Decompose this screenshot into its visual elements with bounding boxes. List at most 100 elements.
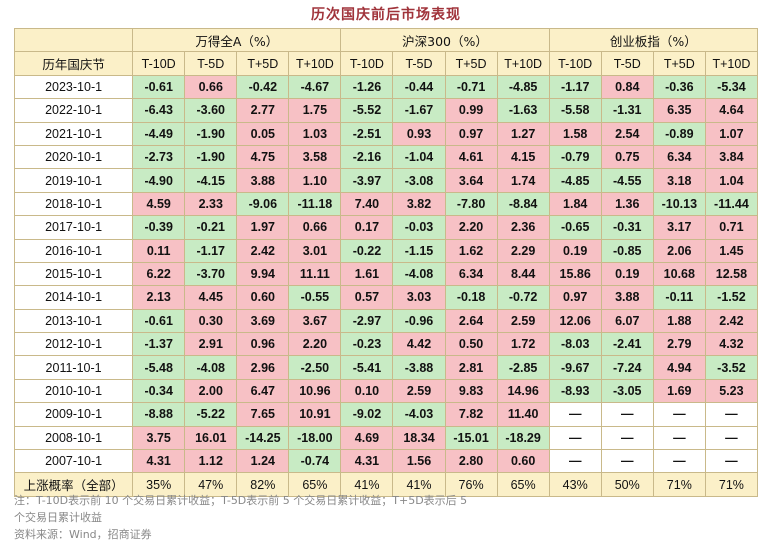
value-cell: -5.41 bbox=[340, 355, 394, 380]
value-cell: 1.36 bbox=[600, 191, 654, 217]
value-cell: -5.22 bbox=[184, 402, 238, 427]
value-cell: 1.62 bbox=[444, 238, 498, 263]
value-cell: 3.01 bbox=[288, 238, 342, 263]
value-cell: 10.91 bbox=[288, 402, 342, 427]
row-date: 2020-10-1 bbox=[13, 144, 134, 170]
value-cell: -5.52 bbox=[340, 98, 394, 123]
note-line-2: 个交易日累计收益 bbox=[14, 511, 102, 524]
value-cell: 0.71 bbox=[704, 215, 759, 240]
value-cell: -1.90 bbox=[184, 121, 238, 146]
row-date: 2018-10-1 bbox=[13, 191, 134, 217]
value-cell: 1.97 bbox=[236, 215, 290, 240]
summary-rate-cell: 76% bbox=[444, 472, 498, 497]
value-cell: 7.65 bbox=[236, 402, 290, 427]
value-cell: 1.72 bbox=[496, 332, 550, 357]
column-header: T+10D bbox=[496, 51, 550, 76]
value-cell: -1.37 bbox=[132, 332, 186, 357]
value-cell: -2.16 bbox=[340, 144, 394, 170]
value-cell: -0.79 bbox=[548, 144, 602, 170]
value-cell: 2.77 bbox=[236, 98, 290, 123]
value-cell: — bbox=[600, 402, 654, 427]
summary-rate-cell: 65% bbox=[496, 472, 550, 497]
column-header: T+5D bbox=[236, 51, 290, 76]
value-cell: 15.86 bbox=[548, 261, 602, 287]
value-cell: -0.21 bbox=[184, 215, 238, 240]
value-cell: -0.31 bbox=[600, 215, 654, 240]
value-cell: 3.84 bbox=[704, 144, 759, 170]
value-cell: -0.96 bbox=[392, 308, 446, 334]
value-cell: 5.23 bbox=[704, 378, 759, 404]
value-cell: -0.71 bbox=[444, 74, 498, 100]
group-header-csi300: 沪深300（%） bbox=[340, 27, 550, 53]
value-cell: -1.67 bbox=[392, 98, 446, 123]
value-cell: -0.11 bbox=[652, 285, 706, 310]
value-cell: -4.90 bbox=[132, 168, 186, 193]
value-cell: 18.34 bbox=[392, 425, 446, 451]
value-cell: -0.74 bbox=[288, 449, 342, 474]
value-cell: 7.82 bbox=[444, 402, 498, 427]
summary-rate-cell: 41% bbox=[392, 472, 446, 497]
value-cell: -6.43 bbox=[132, 98, 186, 123]
value-cell: 12.58 bbox=[704, 261, 759, 287]
performance-table: 万得全A（%） 沪深300（%） 创业板指（%） 历年国庆节 T-10D T-5D… bbox=[13, 27, 759, 497]
value-cell: 6.34 bbox=[652, 144, 706, 170]
row-date: 2017-10-1 bbox=[13, 215, 134, 240]
table-row: 2010-10-1 -0.34 2.00 6.47 10.96 0.10 2.59 9.83 1… bbox=[13, 378, 759, 404]
value-cell: 7.40 bbox=[340, 191, 394, 217]
value-cell: 3.18 bbox=[652, 168, 706, 193]
value-cell: -11.18 bbox=[288, 191, 342, 217]
value-cell: 6.35 bbox=[652, 98, 706, 123]
value-cell: — bbox=[704, 425, 759, 451]
value-cell: -0.34 bbox=[132, 378, 186, 404]
value-cell: -1.17 bbox=[184, 238, 238, 263]
value-cell: -0.39 bbox=[132, 215, 186, 240]
column-header: T+5D bbox=[444, 51, 498, 76]
value-cell: 4.69 bbox=[340, 425, 394, 451]
table-row: 2008-10-1 3.75 16.01 -14.25 -18.00 4.69 18.34-… bbox=[13, 425, 759, 451]
value-cell: 6.47 bbox=[236, 378, 290, 404]
value-cell: 2.00 bbox=[184, 378, 238, 404]
value-cell: — bbox=[704, 449, 759, 474]
value-cell: 0.50 bbox=[444, 332, 498, 357]
column-header-row: 历年国庆节 T-10D T-5D T+5D T+10D T-10D T-5D T+5D T+1… bbox=[13, 51, 759, 76]
column-header: T+10D bbox=[704, 51, 759, 76]
value-cell: 1.56 bbox=[392, 449, 446, 474]
value-cell: -0.55 bbox=[288, 285, 342, 310]
value-cell: -2.97 bbox=[340, 308, 394, 334]
value-cell: 1.27 bbox=[496, 121, 550, 146]
value-cell: 2.13 bbox=[132, 285, 186, 310]
value-cell: -7.24 bbox=[600, 355, 654, 380]
value-cell: 10.68 bbox=[652, 261, 706, 287]
value-cell: 12.06 bbox=[548, 308, 602, 334]
value-cell: -14.25 bbox=[236, 425, 290, 451]
row-date: 2011-10-1 bbox=[13, 355, 134, 380]
value-cell: -8.84 bbox=[496, 191, 550, 217]
value-cell: 0.97 bbox=[444, 121, 498, 146]
value-cell: 0.84 bbox=[600, 74, 654, 100]
value-cell: 4.15 bbox=[496, 144, 550, 170]
value-cell: 0.10 bbox=[340, 378, 394, 404]
value-cell: -9.02 bbox=[340, 402, 394, 427]
column-header: T-5D bbox=[184, 51, 238, 76]
value-cell: 3.67 bbox=[288, 308, 342, 334]
value-cell: -8.88 bbox=[132, 402, 186, 427]
source-note: 资料来源：Wind，招商证券 bbox=[14, 528, 152, 541]
value-cell: -0.61 bbox=[132, 308, 186, 334]
value-cell: 1.10 bbox=[288, 168, 342, 193]
column-header: T-10D bbox=[132, 51, 186, 76]
column-header: T+5D bbox=[652, 51, 706, 76]
value-cell: 4.61 bbox=[444, 144, 498, 170]
value-cell: 0.60 bbox=[496, 449, 550, 474]
value-cell: -2.51 bbox=[340, 121, 394, 146]
value-cell: 2.96 bbox=[236, 355, 290, 380]
value-cell: -4.49 bbox=[132, 121, 186, 146]
value-cell: -3.97 bbox=[340, 168, 394, 193]
summary-rate-cell: 41% bbox=[340, 472, 394, 497]
value-cell: -0.61 bbox=[132, 74, 186, 100]
value-cell: 2.79 bbox=[652, 332, 706, 357]
table-row: 2011-10-1 -5.48 -4.08 2.96 -2.50 -5.41 -3.88 2.… bbox=[13, 355, 759, 380]
note-line-1: 注：T-10D表示前 10 个交易日累计收益；T-5D表示前 5 个交易日累计收… bbox=[14, 494, 468, 507]
value-cell: 4.31 bbox=[132, 449, 186, 474]
value-cell: -1.17 bbox=[548, 74, 602, 100]
value-cell: 1.69 bbox=[652, 378, 706, 404]
